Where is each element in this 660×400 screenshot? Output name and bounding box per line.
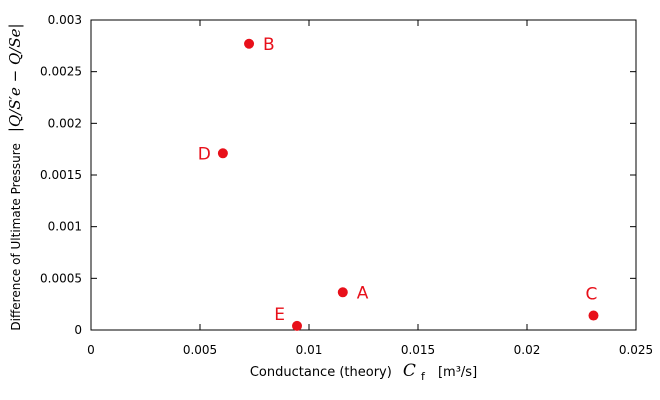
point-label-a: A (357, 283, 369, 303)
data-point-e (292, 320, 303, 331)
x-tick-label: 0.01 (296, 343, 323, 357)
y-tick-label: 0 (74, 323, 82, 337)
data-point-b (244, 38, 255, 49)
x-tick-label: 0.025 (619, 343, 653, 357)
ticks-layer: 0 0.005 0.01 0.015 0.02 0.025 0 0.0005 0.001 0.00… (40, 13, 653, 357)
point-label-e: E (274, 305, 285, 325)
data-point-d (217, 148, 228, 159)
y-axis-title-text: Difference of Ultimate Pressure (9, 143, 23, 330)
data-point-c (588, 310, 599, 321)
point-label-b: B (263, 35, 275, 55)
x-tick-label: 0.005 (183, 343, 217, 357)
x-axis-title-text: Conductance (theory) (250, 365, 392, 380)
plot-frame (90, 19, 637, 331)
y-tick-label: 0.003 (48, 13, 82, 27)
x-axis-unit: [m³/s] (438, 365, 477, 380)
y-axis-expression: |Q/S′e − Q/Se| (6, 23, 24, 132)
x-axis-symbol: C (403, 361, 416, 381)
y-tick-label: 0.001 (48, 220, 82, 234)
data-point-a (337, 287, 348, 298)
point-label-d: D (198, 144, 211, 164)
x-tick-label: 0.02 (514, 343, 541, 357)
points-layer: A B C D E (198, 35, 599, 331)
y-axis-title: Difference of Ultimate Pressure |Q/S′e −… (5, 23, 24, 330)
x-axis-title: Conductance (theory) C f [m³/s] (250, 361, 477, 384)
point-label-c: C (586, 285, 598, 305)
x-axis-subscript: f (421, 370, 426, 383)
y-tick-label: 0.0005 (40, 271, 82, 285)
x-tick-label: 0 (87, 343, 95, 357)
x-tick-label: 0.015 (401, 343, 435, 357)
y-tick-label: 0.0015 (40, 168, 82, 182)
y-tick-label: 0.002 (48, 116, 82, 130)
y-tick-label: 0.0025 (40, 65, 82, 79)
